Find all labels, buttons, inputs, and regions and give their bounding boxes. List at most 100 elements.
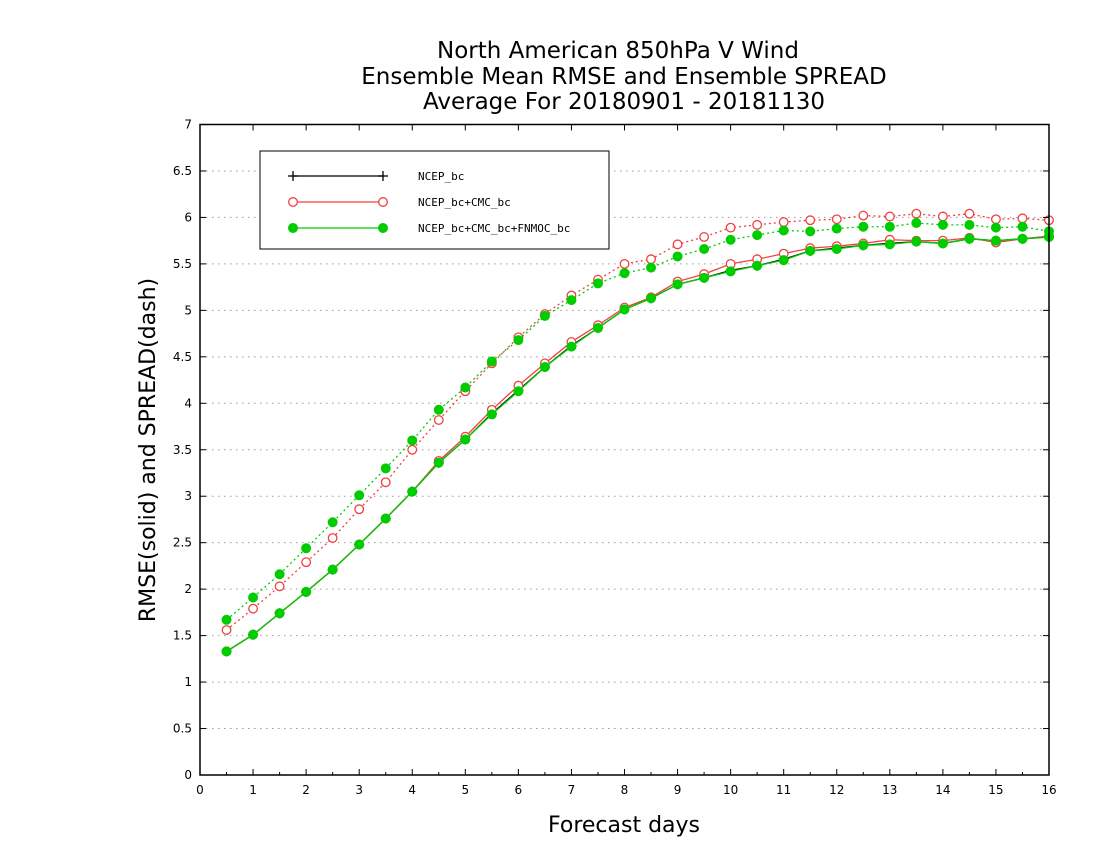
data-point: [937, 219, 948, 230]
data-point: [327, 533, 338, 543]
data-point: [380, 477, 391, 488]
x-tick-label: 6: [515, 783, 523, 797]
y-tick-label: 0: [184, 768, 192, 782]
x-tick-label: 14: [935, 783, 950, 797]
y-tick-label: 6.5: [173, 164, 192, 178]
legend: NCEP_bc NCEP_bc+CMC_bc NCEP_bc+CMC_bc+FNMO…: [259, 150, 610, 250]
legend-marker: [288, 197, 298, 207]
data-point: [646, 262, 657, 273]
data-point: [1017, 221, 1028, 232]
legend-marker: [378, 197, 388, 207]
data-point: [937, 211, 948, 222]
x-tick-label: 16: [1041, 783, 1056, 797]
series-line: [226, 213, 1050, 631]
data-point: [672, 239, 683, 250]
data-point: [460, 382, 471, 393]
legend-marker: [288, 171, 298, 181]
data-point: [725, 266, 736, 277]
data-point: [513, 386, 524, 397]
data-point: [858, 240, 869, 251]
data-point: [221, 614, 232, 625]
data-point: [274, 608, 285, 619]
data-point: [539, 310, 550, 321]
data-point: [460, 434, 471, 445]
y-tick-label: 2.5: [173, 536, 192, 550]
data-point: [778, 217, 789, 228]
legend-marker: [377, 222, 388, 233]
data-point: [937, 238, 948, 249]
data-point: [884, 239, 895, 250]
y-tick-label: 0.5: [173, 722, 192, 736]
series-line: [226, 236, 1050, 652]
legend-entry: NCEP_bc+CMC_bc: [288, 196, 511, 209]
data-point: [619, 268, 630, 279]
chart-title: North American 850hPa V Wind Ensemble Me…: [361, 38, 886, 115]
series-rmse-3: [221, 231, 1055, 657]
data-point: [911, 218, 922, 229]
data-point: [407, 435, 418, 446]
legend-marker: [287, 222, 298, 233]
data-point: [301, 557, 312, 568]
data-point: [699, 231, 710, 242]
data-point: [725, 222, 736, 233]
y-tick-label: 3: [184, 489, 192, 503]
data-point: [221, 646, 232, 657]
data-point: [964, 233, 975, 244]
y-tick-label: 2: [184, 582, 192, 596]
data-point: [1017, 213, 1028, 224]
x-tick-label: 4: [408, 783, 416, 797]
data-point: [884, 211, 895, 222]
series-spread-4: [221, 208, 1054, 635]
data-point: [619, 258, 630, 269]
x-tick-label: 5: [461, 783, 469, 797]
data-point: [566, 295, 577, 306]
data-point: [433, 404, 444, 415]
series-line: [226, 236, 1050, 652]
data-point: [990, 222, 1001, 233]
data-point: [539, 362, 550, 373]
data-point: [725, 234, 736, 245]
series-rmse-1: [221, 231, 1054, 657]
series-rmse-2: [221, 231, 1054, 657]
y-tick-label: 4.5: [173, 350, 192, 364]
data-point: [911, 236, 922, 247]
data-point: [354, 490, 365, 501]
data-point: [752, 219, 763, 230]
data-point: [964, 208, 975, 219]
legend-entry: NCEP_bc: [288, 170, 464, 183]
x-tick-label: 0: [196, 783, 204, 797]
legend-label: NCEP_bc: [418, 170, 464, 183]
y-tick-label: 4: [184, 396, 192, 410]
data-point: [433, 457, 444, 468]
data-point: [805, 245, 816, 256]
x-tick-label: 2: [302, 783, 310, 797]
data-point: [433, 415, 444, 425]
data-point: [831, 214, 842, 225]
data-point: [778, 225, 789, 236]
x-tick-label: 10: [723, 783, 738, 797]
y-axis: 0 0.5 1 1.5 2 2.5 3 3.5 4 4.5 5 5.5 6 6.5 7: [173, 118, 1049, 782]
data-point: [407, 444, 418, 455]
data-point: [619, 304, 630, 315]
data-point: [592, 323, 603, 334]
data-point: [248, 629, 259, 640]
data-point: [672, 251, 683, 262]
data-point: [646, 293, 657, 304]
legend-entry: NCEP_bc+CMC_bc+FNMOC_bc: [287, 222, 570, 235]
y-tick-label: 5.5: [173, 257, 192, 271]
y-tick-label: 5: [184, 303, 192, 317]
chart-title-line-1: North American 850hPa V Wind: [437, 38, 799, 64]
data-point: [274, 569, 285, 580]
data-point: [486, 356, 497, 367]
data-point: [301, 543, 312, 554]
data-point: [354, 504, 365, 515]
x-tick-label: 3: [355, 783, 363, 797]
data-point: [699, 272, 710, 283]
x-tick-label: 15: [988, 783, 1003, 797]
data-point: [486, 409, 497, 420]
x-axis: 0 1 2 3 4 5 6 7 8 9 10 11 12 13 14 15 16: [196, 124, 1057, 797]
chart-title-line-2: Ensemble Mean RMSE and Ensemble SPREAD: [361, 64, 886, 90]
x-tick-label: 11: [776, 783, 791, 797]
series-spread-5: [221, 218, 1055, 625]
